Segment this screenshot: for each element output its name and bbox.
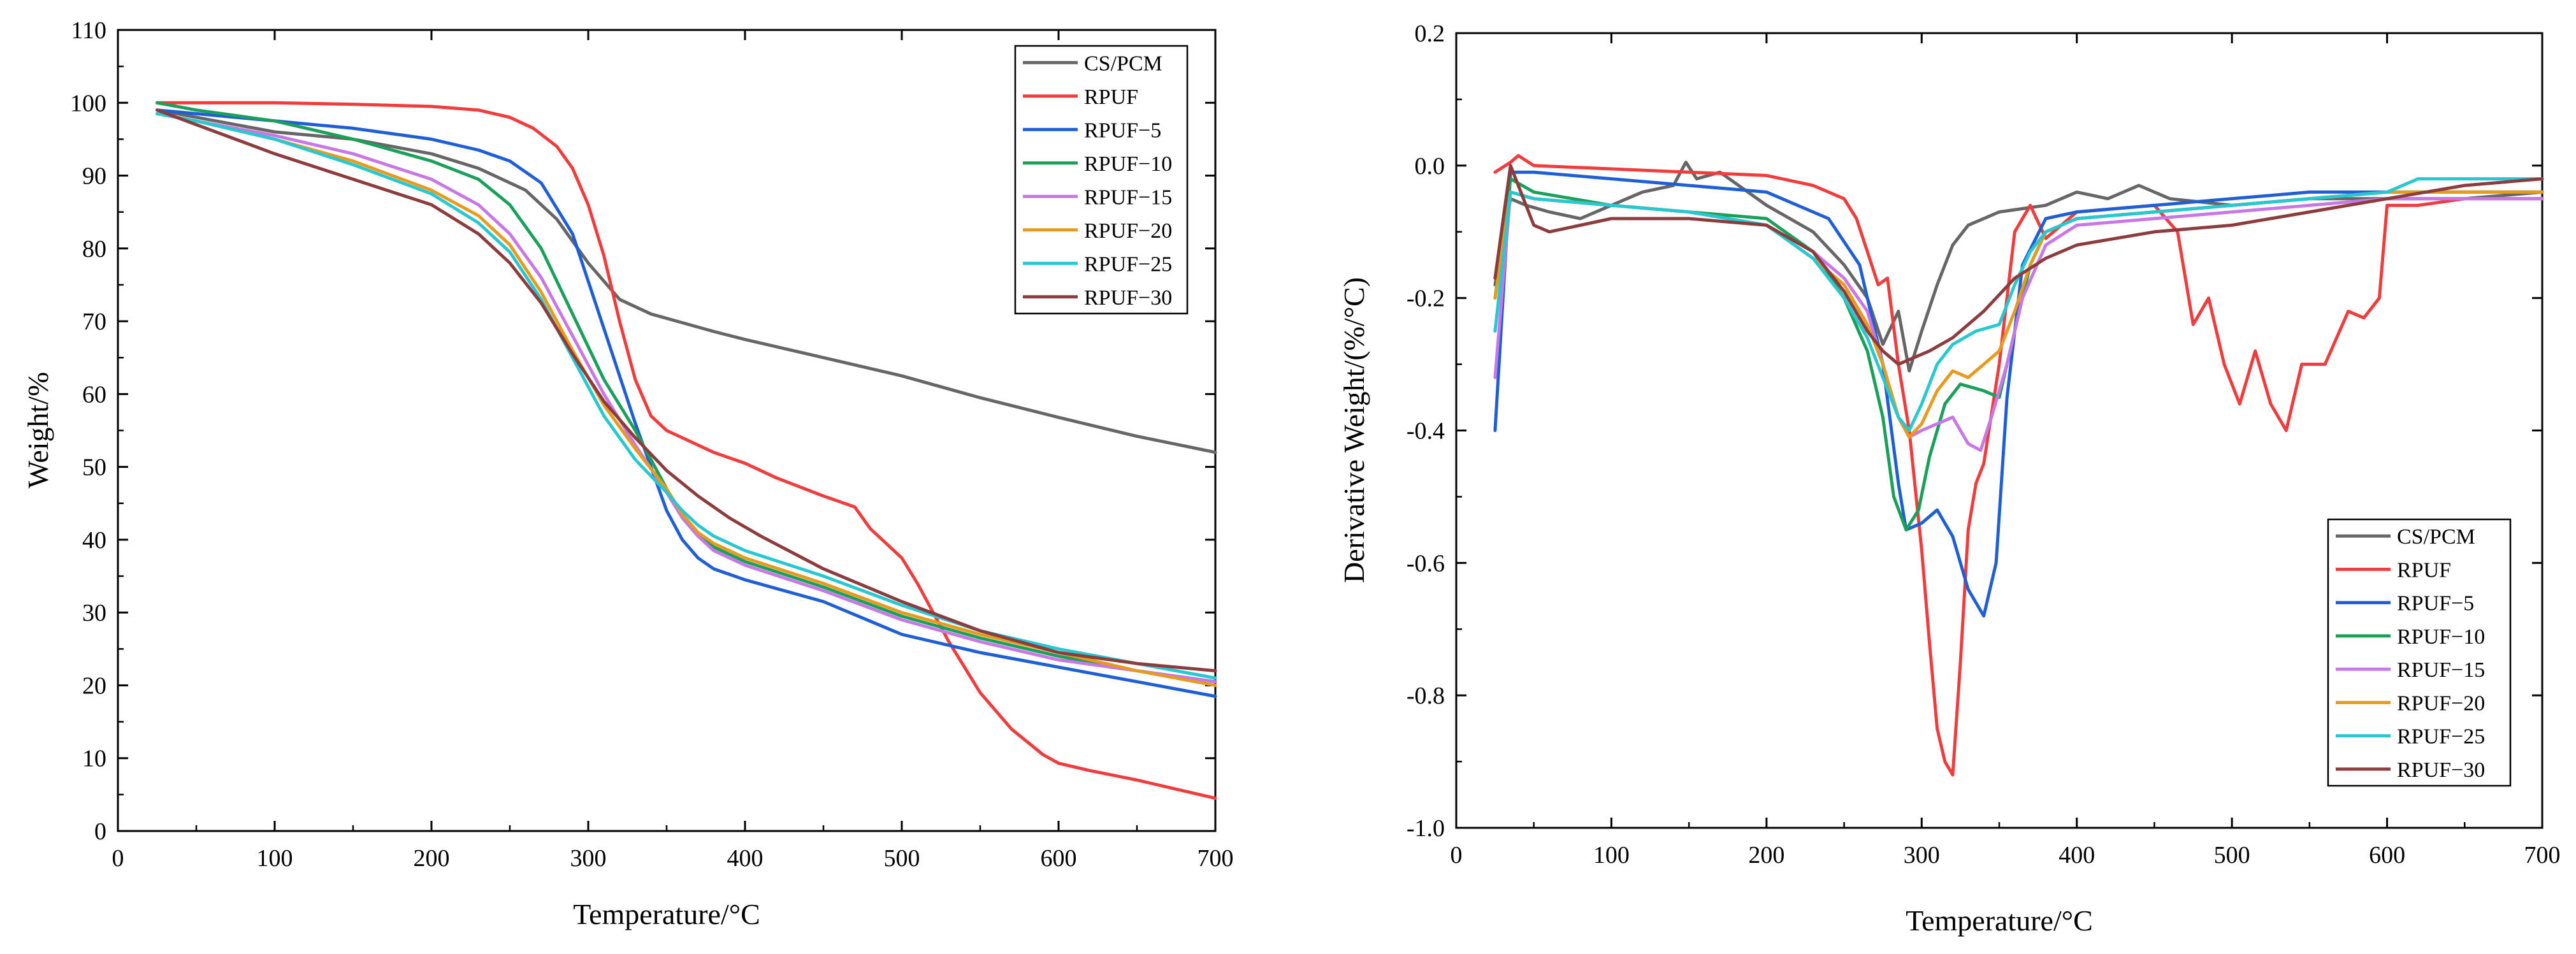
y-axis: -1.0 -0.8 -0.6 -0.4 -0.2 0.0 0.2	[1407, 20, 2542, 842]
y-tick-label: 110	[71, 17, 106, 44]
legend-label: RPUF	[1084, 85, 1138, 109]
y-tick-label: 60	[82, 381, 106, 408]
series-group	[156, 101, 1217, 800]
y-tick-label: 40	[82, 527, 106, 554]
x-tick-label: 700	[2524, 842, 2561, 869]
legend-label: RPUF−25	[2397, 725, 2485, 749]
tga-weight-chart: 0 100 200 300 400 500 600 700 0 10 20 30 40 50 60 70 80…	[22, 17, 1234, 930]
y-tick-label: -0.2	[1407, 285, 1445, 312]
y-tick-label: 20	[82, 672, 106, 699]
y-axis-title: Weight/%	[22, 372, 54, 489]
series-line-rpuf-5	[1493, 170, 2544, 618]
x-tick-label: 700	[1198, 845, 1234, 872]
x-tick-label: 600	[2369, 842, 2405, 869]
legend-label: RPUF−30	[1084, 286, 1172, 310]
x-tick-label: 300	[570, 845, 607, 872]
legend-label: CS/PCM	[1084, 52, 1162, 75]
legend-label: RPUF−5	[1084, 119, 1161, 142]
y-tick-label: 100	[70, 90, 106, 117]
x-axis: 0 100 200 300 400 500 600 700	[1451, 33, 2561, 869]
legend: CS/PCM RPUF RPUF−5 RPUF−10 RPUF−15 RPUF−20 RPU…	[1014, 45, 1189, 315]
y-tick-label: -0.6	[1407, 550, 1445, 577]
x-tick-label: 400	[727, 845, 763, 872]
y-tick-label: 0.0	[1415, 153, 1445, 180]
x-tick-label: 0	[1451, 842, 1463, 869]
dtg-derivative-chart: 0 100 200 300 400 500 600 700 -1.0-0.8-0.6-0.4-…	[1338, 20, 2561, 937]
series-group	[1493, 154, 2544, 777]
legend-label: RPUF−15	[2397, 658, 2485, 682]
series-line-rpuf	[156, 101, 1217, 800]
y-tick-label: 0	[94, 818, 106, 845]
legend-label: RPUF−30	[2397, 758, 2485, 782]
x-axis-title: Temperature/°C	[573, 898, 760, 930]
legend-label: RPUF−10	[2397, 625, 2485, 649]
legend-box	[1014, 45, 1189, 315]
y-tick-label: 30	[82, 600, 106, 626]
y-tick-label: -0.8	[1407, 683, 1445, 709]
y-tick-label: -1.0	[1407, 815, 1445, 842]
series-line-rpuf-20	[156, 112, 1217, 687]
legend: CS/PCM RPUF RPUF−5 RPUF−10 RPUF−15 RPUF−20 RPU…	[2327, 518, 2512, 787]
y-tick-label: 50	[82, 454, 106, 481]
series-line-rpuf-25	[1493, 177, 2544, 432]
x-tick-label: 200	[1748, 842, 1784, 869]
x-tick-label: 500	[884, 845, 920, 872]
y-axis: 0 10 20 30 40 50 60 70 80 90 100 110	[70, 17, 1215, 845]
x-tick-label: 100	[257, 845, 293, 872]
legend-box	[2327, 518, 2512, 787]
legend-label: RPUF−10	[1084, 152, 1172, 176]
y-tick-label: 70	[82, 308, 106, 335]
series-line-rpuf	[1493, 154, 2544, 777]
x-axis: 0 100 200 300 400 500 600 700	[112, 30, 1234, 872]
legend-label: RPUF−15	[1084, 185, 1172, 209]
series-line-rpuf-30	[1493, 164, 2544, 366]
x-tick-label: 200	[414, 845, 450, 872]
y-tick-label: 80	[82, 236, 106, 263]
y-axis-title: Derivative Weight/(%/°C)	[1338, 277, 1370, 583]
x-tick-label: 300	[1904, 842, 1940, 869]
legend-label: RPUF−20	[2397, 691, 2485, 715]
x-tick-label: 600	[1041, 845, 1077, 872]
legend-label: RPUF	[2397, 558, 2451, 582]
legend-label: RPUF−20	[1084, 219, 1172, 243]
y-tick-label: 10	[82, 746, 106, 772]
y-tick-label: 0.2	[1415, 20, 1445, 47]
series-line-rpuf-30	[156, 108, 1217, 673]
legend-label: RPUF−5	[2397, 592, 2474, 616]
y-tick-label: -0.4	[1407, 418, 1445, 445]
x-tick-label: 0	[112, 845, 124, 872]
legend-label: CS/PCM	[2397, 525, 2475, 549]
series-line-rpuf-10	[156, 101, 1217, 684]
x-tick-label: 400	[2059, 842, 2095, 869]
y-tick-label: 90	[82, 163, 106, 190]
x-tick-label: 100	[1593, 842, 1630, 869]
series-line-rpuf-25	[156, 112, 1217, 680]
x-axis-title: Temperature/°C	[1906, 904, 2093, 937]
legend-label: RPUF−25	[1084, 252, 1172, 276]
series-line-cs-pcm	[1493, 161, 2544, 373]
x-tick-label: 500	[2214, 842, 2250, 869]
